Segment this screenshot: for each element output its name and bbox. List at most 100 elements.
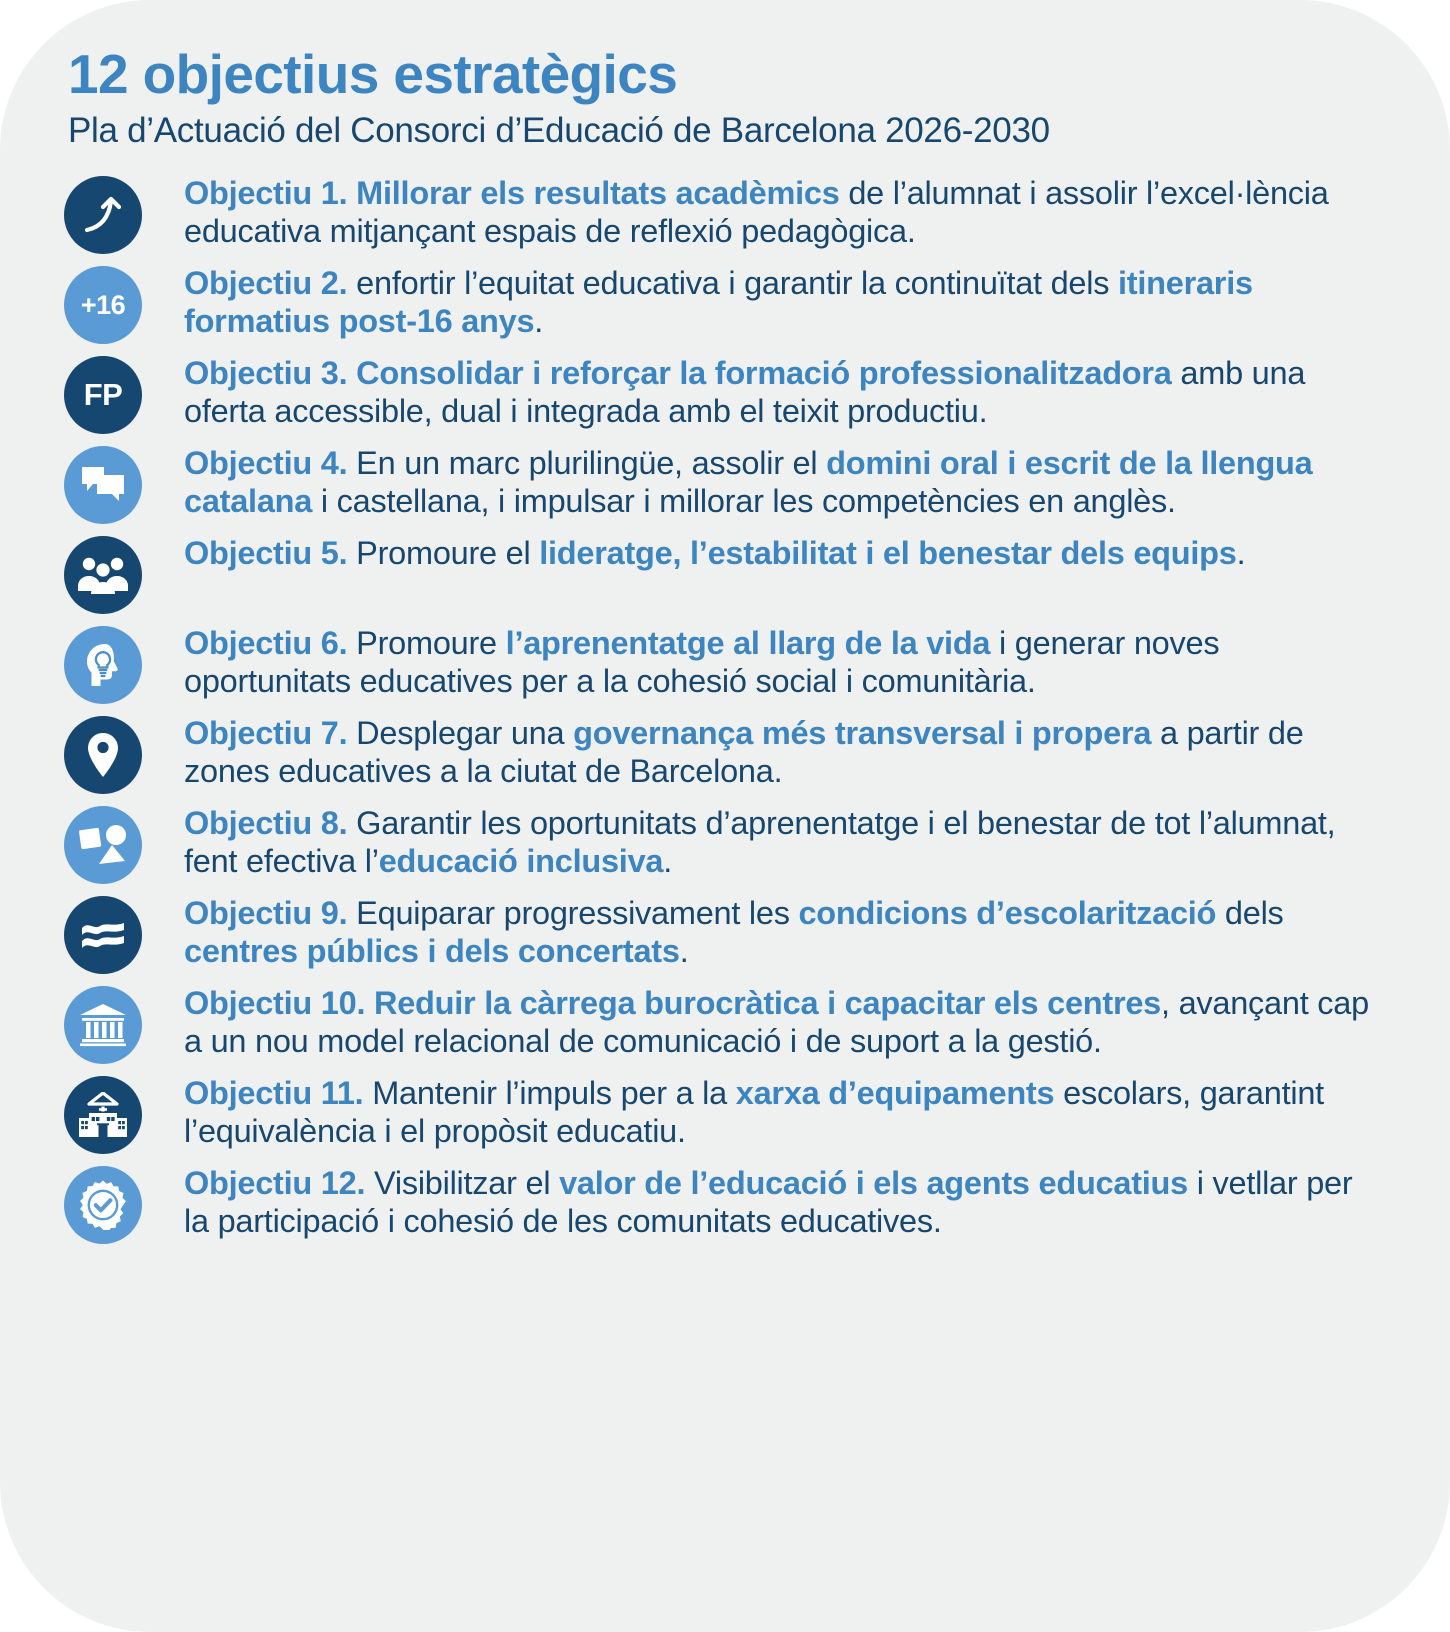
shapes-icon (64, 806, 142, 885)
objective-row: Objectiu 9. Equiparar progressivament le… (62, 892, 1380, 975)
objective-text: Objectiu 4. En un marc plurilingüe, asso… (184, 444, 1376, 520)
objective-text: Objectiu 12. Visibilitzar el valor de l’… (184, 1164, 1376, 1240)
page-title: 12 objectius estratègics (68, 43, 678, 105)
location-pin-icon (64, 716, 142, 795)
objective-icon-cell (62, 982, 144, 1065)
objective-body: En un marc plurilingüe, assolir el (347, 445, 827, 482)
objective-body: Desplegar una (347, 715, 574, 752)
objective-icon-cell (62, 172, 144, 255)
objective-body: Equiparar progressivament les (347, 895, 799, 932)
objective-body: escolars, garantint l’equivalència i el … (184, 1075, 1324, 1150)
page-subtitle: Pla d’Actuació del Consorci d’Educació d… (68, 111, 1050, 151)
objective-highlight: valor de l’educació i els agents educati… (559, 1165, 1188, 1202)
objective-highlight: lideratge, l’estabilitat i el benestar d… (539, 535, 1237, 572)
objective-body: . (679, 933, 689, 970)
group-people-icon (64, 536, 142, 615)
objective-text: Objectiu 9. Equiparar progressivament le… (184, 894, 1376, 970)
fp-icon: FP (64, 356, 142, 435)
classical-building-icon (64, 986, 142, 1065)
objective-body: , avançant cap a un nou model relacional… (184, 985, 1369, 1060)
objective-body: i castellana, i impulsar i millorar les … (312, 483, 1176, 520)
objective-text-cell: Objectiu 2. enfortir l’equitat educativa… (144, 262, 1380, 340)
objective-icon-cell: FP (62, 352, 144, 435)
objective-body: a partir de zones educatives a la ciutat… (184, 715, 1304, 790)
objective-highlight: xarxa d’equipaments (735, 1075, 1055, 1112)
award-seal-check-icon (64, 1166, 142, 1245)
objective-row: Objectiu 11. Mantenir l’impuls per a la … (62, 1072, 1380, 1155)
objective-body: . (663, 843, 673, 880)
school-building-icon (64, 1076, 142, 1155)
objective-text-cell: Objectiu 10. Reduir la càrrega burocràti… (144, 982, 1380, 1060)
objective-text: Objectiu 6. Promoure l’aprenentatge al l… (184, 624, 1376, 700)
objective-text-cell: Objectiu 3. Consolidar i reforçar la for… (144, 352, 1380, 430)
objective-row: Objectiu 1. Millorar els resultats acadè… (62, 172, 1380, 255)
objective-text: Objectiu 2. enfortir l’equitat educativa… (184, 264, 1376, 340)
objective-highlight: Objectiu 8. (184, 805, 348, 842)
objective-body: enfortir l’equitat educativa i garantir … (347, 265, 1119, 302)
objective-highlight: Objectiu 5. (184, 535, 348, 572)
objective-body: i vetllar per la participació i cohesió … (184, 1165, 1353, 1240)
objective-row: Objectiu 12. Visibilitzar el valor de l’… (62, 1162, 1380, 1245)
objective-body: . (534, 303, 544, 340)
objective-text: Objectiu 10. Reduir la càrrega burocràti… (184, 984, 1376, 1060)
objective-highlight: Objectiu 9. (184, 895, 348, 932)
objective-text: Objectiu 3. Consolidar i reforçar la for… (184, 354, 1376, 430)
objective-icon-cell (62, 622, 144, 705)
objective-highlight: Objectiu 7. (184, 715, 348, 752)
card-header: 12 objectius estratègics Pla d’Actuació … (62, 43, 1380, 151)
objective-icon-cell (62, 532, 144, 615)
objective-highlight: Objectiu 10. Reduir la càrrega burocràti… (184, 985, 1162, 1022)
objective-text-cell: Objectiu 8. Garantir les oportunitats d’… (144, 802, 1380, 880)
objective-highlight: itineraris formatius post-16 anys (184, 265, 1253, 340)
objective-body: de l’alumnat i assolir l’excel·lència ed… (184, 175, 1329, 250)
objective-text-cell: Objectiu 4. En un marc plurilingüe, asso… (144, 442, 1380, 520)
objective-row: FP Objectiu 3. Consolidar i reforçar la f… (62, 352, 1380, 435)
approximately-equal-icon (64, 896, 142, 975)
objective-row: Objectiu 10. Reduir la càrrega burocràti… (62, 982, 1380, 1065)
objective-text: Objectiu 1. Millorar els resultats acadè… (184, 174, 1376, 250)
icon-label: FP (83, 377, 123, 413)
arrow-up-curve-icon (64, 176, 142, 255)
objective-text-cell: Objectiu 7. Desplegar una governança més… (144, 712, 1380, 790)
objective-highlight: Objectiu 11. (184, 1075, 364, 1112)
objective-icon-cell (62, 712, 144, 795)
objective-text-cell: Objectiu 12. Visibilitzar el valor de l’… (144, 1162, 1380, 1240)
objective-row: Objectiu 6. Promoure l’aprenentatge al l… (62, 622, 1380, 705)
objective-body: Mantenir l’impuls per a la (363, 1075, 736, 1112)
objective-highlight: centres públics i dels concertats (184, 933, 680, 970)
objective-body: dels (1216, 895, 1284, 932)
objective-highlight: condicions d’escolarització (798, 895, 1217, 932)
objective-highlight: Objectiu 3. Consolidar i reforçar la for… (184, 355, 1172, 392)
objective-row: Objectiu 4. En un marc plurilingüe, asso… (62, 442, 1380, 525)
objective-text: Objectiu 11. Mantenir l’impuls per a la … (184, 1074, 1376, 1150)
objective-icon-cell (62, 1162, 144, 1245)
objective-icon-cell (62, 442, 144, 525)
objective-body: Promoure el (347, 535, 540, 572)
objective-highlight: Objectiu 4. (184, 445, 348, 482)
speech-bubbles-icon (64, 446, 142, 525)
objective-body: i generar noves oportunitats educatives … (184, 625, 1220, 700)
objective-highlight: governança més transversal i propera (573, 715, 1152, 752)
objective-icon-cell (62, 802, 144, 885)
head-lightbulb-icon (64, 626, 142, 705)
objective-body: Promoure (347, 625, 506, 662)
objective-row: Objectiu 7. Desplegar una governança més… (62, 712, 1380, 795)
objective-highlight: Objectiu 12. (184, 1165, 366, 1202)
objective-body: amb una oferta accessible, dual i integr… (184, 355, 1306, 430)
objective-highlight: l’aprenentatge al llarg de la vida (505, 625, 991, 662)
objective-text-cell: Objectiu 11. Mantenir l’impuls per a la … (144, 1072, 1380, 1150)
objective-body: . (1236, 535, 1246, 572)
objective-highlight: Objectiu 2. (184, 265, 348, 302)
objective-body: Visibilitzar el (365, 1165, 560, 1202)
objective-text-cell: Objectiu 9. Equiparar progressivament le… (144, 892, 1380, 970)
objective-row: +16 Objectiu 2. enfortir l’equitat educat… (62, 262, 1380, 345)
objective-row: Objectiu 5. Promoure el lideratge, l’est… (62, 532, 1380, 615)
objective-highlight: educació inclusiva (378, 843, 664, 880)
icon-label: +16 (80, 289, 126, 320)
objective-body: Garantir les oportunitats d’aprenentatge… (184, 805, 1336, 880)
objective-highlight: domini oral i escrit de la llengua catal… (184, 445, 1313, 520)
objectives-list: Objectiu 1. Millorar els resultats acadè… (62, 172, 1380, 1245)
objective-text: Objectiu 8. Garantir les oportunitats d’… (184, 804, 1376, 880)
objective-highlight: Objectiu 1. Millorar els resultats acadè… (184, 175, 840, 212)
